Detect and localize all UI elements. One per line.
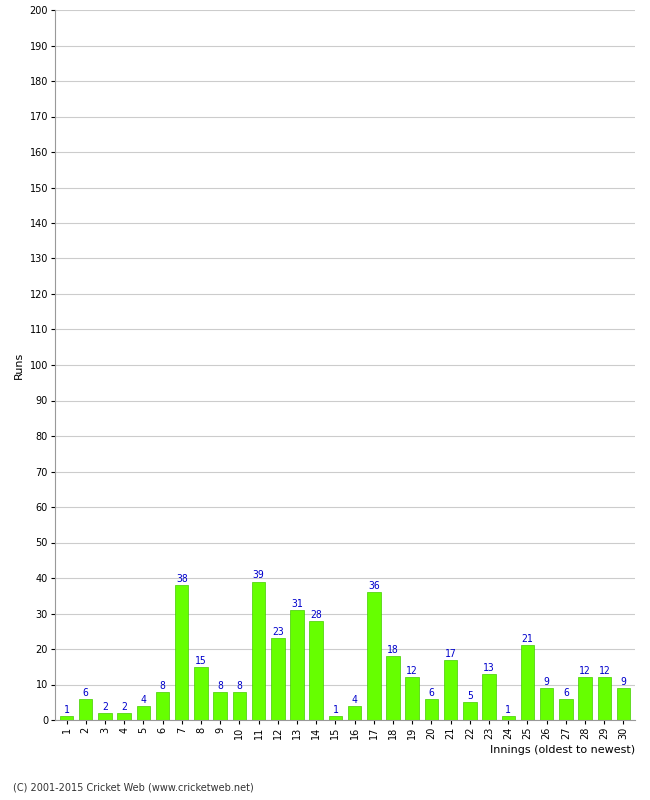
- Text: 12: 12: [599, 666, 610, 676]
- Text: 21: 21: [521, 634, 534, 644]
- Bar: [367, 592, 380, 720]
- Text: 2: 2: [102, 702, 108, 712]
- Bar: [348, 706, 361, 720]
- Bar: [386, 656, 400, 720]
- Text: 17: 17: [445, 649, 456, 658]
- Bar: [444, 660, 458, 720]
- Bar: [156, 691, 169, 720]
- Text: 6: 6: [428, 688, 434, 698]
- Bar: [406, 678, 419, 720]
- Y-axis label: Runs: Runs: [14, 351, 24, 378]
- Text: 9: 9: [621, 677, 627, 687]
- Text: 8: 8: [217, 681, 223, 690]
- Bar: [424, 698, 438, 720]
- Text: 15: 15: [195, 656, 207, 666]
- Bar: [175, 585, 188, 720]
- Bar: [98, 713, 112, 720]
- Text: 31: 31: [291, 599, 303, 609]
- Text: 28: 28: [310, 610, 322, 619]
- Bar: [540, 688, 553, 720]
- Text: 39: 39: [253, 570, 265, 581]
- Text: 1: 1: [64, 706, 70, 715]
- Bar: [482, 674, 496, 720]
- Bar: [252, 582, 265, 720]
- Bar: [617, 688, 630, 720]
- Text: 1: 1: [505, 706, 511, 715]
- Bar: [559, 698, 573, 720]
- Text: 12: 12: [579, 666, 591, 676]
- Bar: [309, 621, 323, 720]
- Text: 8: 8: [237, 681, 242, 690]
- Bar: [291, 610, 304, 720]
- Text: 18: 18: [387, 645, 399, 655]
- Text: 23: 23: [272, 627, 283, 638]
- Text: 4: 4: [140, 694, 146, 705]
- Bar: [60, 717, 73, 720]
- X-axis label: Innings (oldest to newest): Innings (oldest to newest): [490, 745, 635, 755]
- Text: 6: 6: [563, 688, 569, 698]
- Bar: [502, 717, 515, 720]
- Text: (C) 2001-2015 Cricket Web (www.cricketweb.net): (C) 2001-2015 Cricket Web (www.cricketwe…: [13, 782, 254, 792]
- Text: 38: 38: [176, 574, 188, 584]
- Text: 5: 5: [467, 691, 473, 701]
- Text: 8: 8: [160, 681, 166, 690]
- Text: 12: 12: [406, 666, 418, 676]
- Bar: [136, 706, 150, 720]
- Bar: [233, 691, 246, 720]
- Text: 13: 13: [483, 662, 495, 673]
- Text: 4: 4: [352, 694, 358, 705]
- Bar: [463, 702, 476, 720]
- Bar: [79, 698, 92, 720]
- Bar: [194, 666, 208, 720]
- Bar: [213, 691, 227, 720]
- Bar: [118, 713, 131, 720]
- Bar: [329, 717, 342, 720]
- Text: 2: 2: [121, 702, 127, 712]
- Bar: [597, 678, 611, 720]
- Text: 1: 1: [332, 706, 339, 715]
- Text: 36: 36: [368, 581, 380, 591]
- Bar: [578, 678, 592, 720]
- Bar: [521, 646, 534, 720]
- Bar: [271, 638, 285, 720]
- Text: 9: 9: [543, 677, 550, 687]
- Text: 6: 6: [83, 688, 88, 698]
